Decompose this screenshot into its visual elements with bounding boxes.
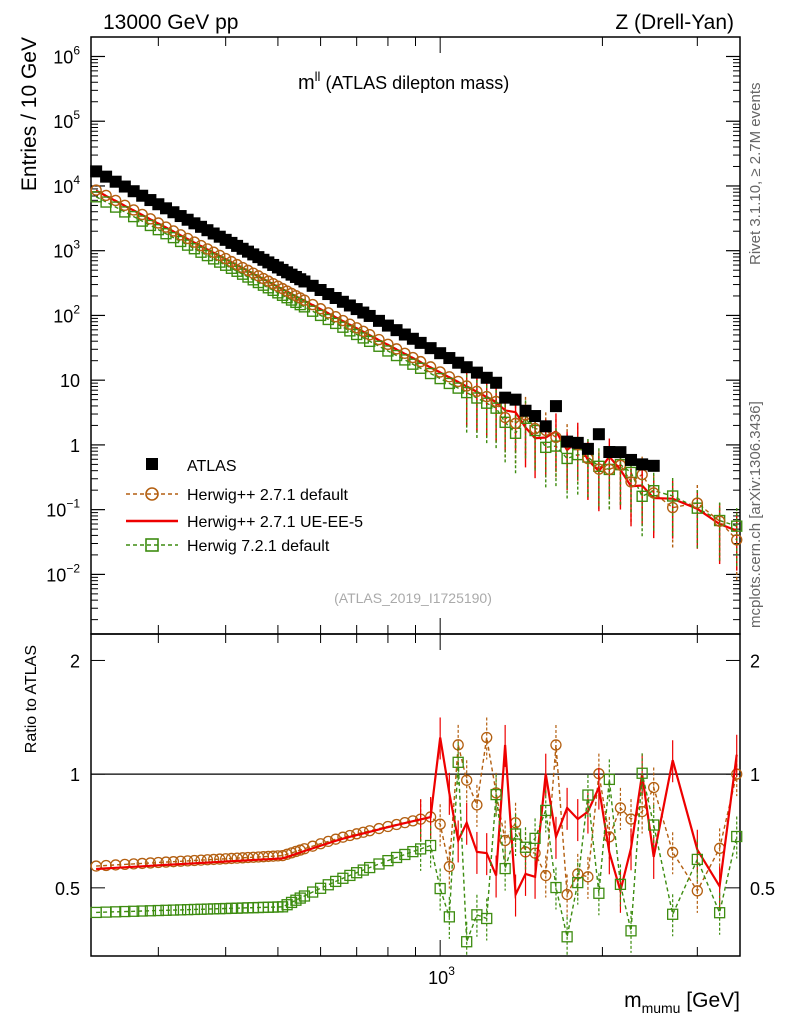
ratio-y-tick-label: 1: [70, 765, 80, 785]
y-tick-label: 102: [53, 302, 80, 326]
ratio-layer: [91, 717, 742, 956]
marker-atlas: [561, 436, 573, 448]
y-tick-label: 106: [53, 43, 80, 67]
axes-layer: 10610510410310210110−110−21030.5 0.51 12 2: [46, 37, 775, 988]
y-tick-label: 10−1: [46, 497, 80, 521]
marker-atlas: [510, 394, 522, 406]
marker-atlas: [529, 410, 541, 422]
rivet-label: Rivet 3.1.10, ≥ 2.7M events: [747, 83, 764, 266]
y-tick-label: 10−2: [46, 561, 80, 585]
marker-atlas: [499, 392, 511, 404]
ratio-marker-h721: [323, 880, 333, 890]
marker-atlas: [593, 428, 605, 440]
y-tick-label: 1: [70, 436, 80, 456]
energy-label: 13000 GeV pp: [103, 11, 238, 34]
legend-label-h721: Herwig 7.2.1 default: [187, 538, 330, 555]
process-label: Z (Drell-Yan): [615, 11, 734, 34]
legend: ATLAS Herwig++ 2.7.1 default Herwig++ 2.…: [126, 458, 363, 555]
y-tick-label: 103: [53, 238, 80, 262]
y-tick-label: 105: [53, 108, 80, 132]
analysis-label: (ATLAS_2019_I1725190): [334, 590, 492, 606]
ratio-y-tick-label: 0.5: [750, 879, 775, 899]
marker-atlas: [603, 446, 615, 458]
marker-atlas: [461, 361, 473, 373]
legend-label-h271ue: Herwig++ 2.7.1 UE-EE-5: [187, 514, 363, 531]
marker-atlas: [614, 446, 626, 458]
marker-atlas: [540, 420, 552, 432]
plot-title: mll (ATLAS dilepton mass): [298, 69, 509, 94]
ratio-y-tick-label: 1: [750, 765, 760, 785]
ratio-y-tick-label: 2: [70, 651, 80, 671]
ratio-y-tick-label: 2: [750, 651, 760, 671]
marker-atlas: [648, 460, 660, 472]
mcplots-label: mcplots.cern.ch [arXiv:1306.3436]: [747, 401, 764, 628]
ratio-y-axis-label: Ratio to ATLAS: [23, 645, 40, 753]
y-tick-label: 10: [60, 371, 80, 391]
marker-atlas: [550, 400, 562, 412]
y-tick-label: 104: [53, 173, 80, 197]
y-axis-label: Entries / 10 GeV: [18, 37, 41, 191]
x-tick-label: 103: [428, 964, 455, 988]
legend-label-atlas: ATLAS: [187, 458, 237, 475]
marker-atlas: [490, 377, 502, 389]
chart-canvas: 13000 GeV pp Z (Drell-Yan) Rivet 3.1.10,…: [0, 0, 786, 1024]
legend-label-h271def: Herwig++ 2.7.1 default: [187, 487, 349, 504]
ratio-y-tick-label: 0.5: [55, 879, 80, 899]
marker-atlas: [625, 454, 637, 466]
x-axis-label: mmumu [GeV]: [624, 989, 740, 1016]
legend-marker-atlas: [146, 458, 158, 470]
marker-atlas: [636, 458, 648, 470]
marker-atlas: [582, 443, 594, 455]
